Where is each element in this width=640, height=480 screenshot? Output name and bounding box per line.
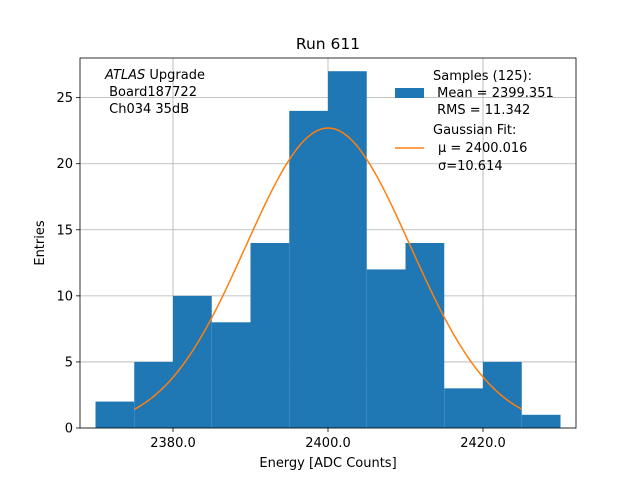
- x-tick-label: 2380.0: [150, 436, 196, 451]
- histogram-bar: [405, 243, 445, 428]
- legend-hist-rms: RMS = 11.342: [433, 103, 530, 118]
- histogram-bar: [483, 361, 522, 428]
- y-tick-label: 15: [56, 223, 73, 238]
- annotation-line-1: ATLAS Upgrade: [104, 68, 205, 83]
- histogram-bar: [211, 322, 251, 428]
- y-tick-label: 20: [56, 157, 73, 172]
- y-tick-label: 10: [56, 289, 73, 304]
- y-tick-label: 5: [65, 355, 73, 370]
- ticks-layer: 2380.0 2400.0 2420.0 0 5 10 15 20 25: [56, 91, 505, 451]
- legend: Samples (125): Mean = 2399.351 RMS = 11.…: [395, 69, 554, 174]
- atlas-annotation: ATLAS Upgrade Board187722 Ch034 35dB: [104, 68, 205, 117]
- histogram-bar: [173, 295, 212, 428]
- x-tick-label: 2400.0: [305, 436, 351, 451]
- legend-fit-title: Gaussian Fit:: [433, 123, 516, 138]
- annotation-line-3: Ch034 35dB: [105, 102, 189, 117]
- legend-fit-mu: μ = 2400.016: [438, 141, 527, 156]
- histogram-bar: [328, 71, 367, 428]
- y-tick-label: 0: [65, 422, 73, 437]
- annotation-line-2: Board187722: [105, 85, 197, 100]
- x-axis-label: Energy [ADC Counts]: [259, 456, 396, 471]
- y-tick-label: 25: [56, 91, 73, 106]
- x-tick-label: 2420.0: [460, 436, 506, 451]
- gaussian-fit-curve: [133, 127, 523, 410]
- chart-title: Run 611: [296, 35, 360, 53]
- legend-hist-swatch: [395, 88, 424, 98]
- histogram-bar: [134, 361, 173, 428]
- histogram-bar: [366, 269, 406, 428]
- y-axis-label: Entries: [33, 220, 48, 266]
- histogram-bar: [521, 414, 561, 428]
- bars-layer: [95, 71, 561, 428]
- histogram-bar: [289, 110, 328, 428]
- histogram-bar: [95, 401, 135, 428]
- histogram-bar: [444, 388, 483, 428]
- legend-hist-mean: Mean = 2399.351: [433, 86, 554, 101]
- legend-fit-sigma: σ=10.614: [438, 159, 503, 174]
- legend-hist-title: Samples (125):: [433, 69, 532, 84]
- histogram-bar: [250, 243, 290, 428]
